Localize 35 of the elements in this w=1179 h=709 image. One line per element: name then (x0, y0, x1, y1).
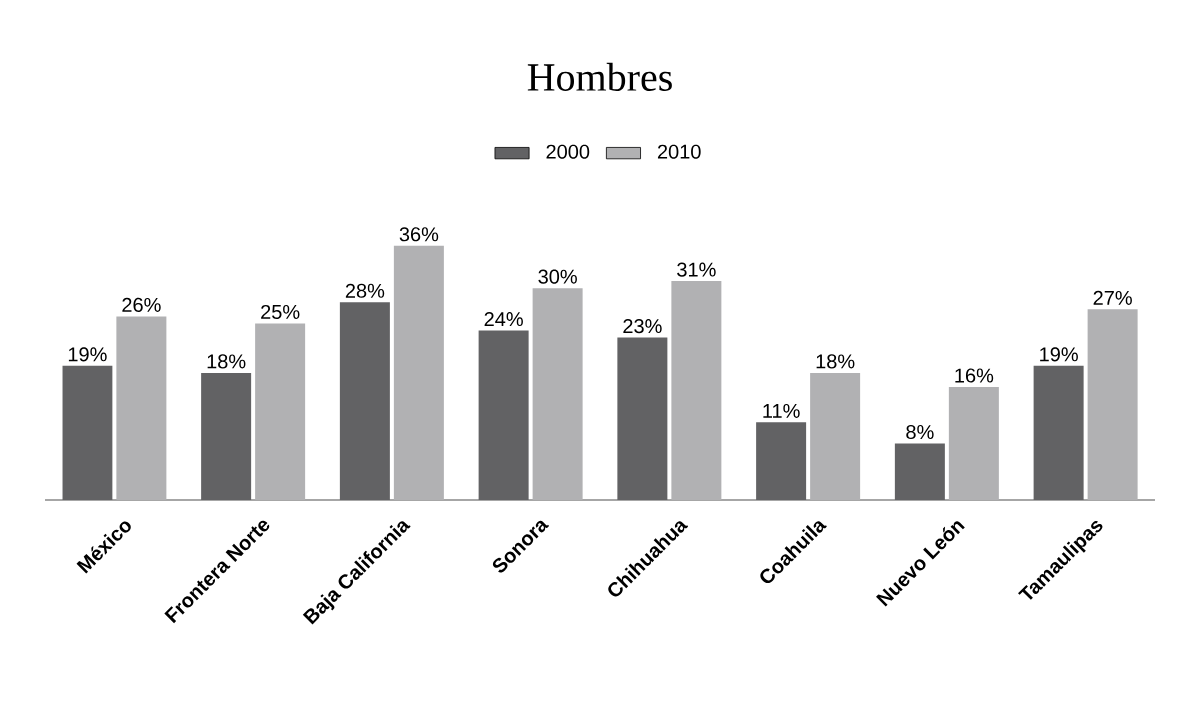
data-label: 16% (955, 368, 994, 383)
data-label: 28% (345, 283, 385, 298)
data-label: 36% (399, 227, 439, 242)
bar (948, 387, 999, 500)
data-label: 19% (68, 347, 107, 362)
data-label: 27% (1093, 290, 1132, 305)
bar (478, 330, 529, 500)
legend-label: 2000 (546, 144, 590, 159)
bar (810, 372, 861, 500)
bar (671, 281, 722, 500)
bar (894, 443, 945, 500)
chart-title: Hombres (527, 62, 672, 91)
bar (62, 365, 113, 500)
data-label: 8% (906, 424, 934, 440)
bar (393, 245, 444, 500)
data-label: 18% (816, 354, 855, 369)
bar (116, 316, 167, 500)
bar (756, 422, 807, 500)
bar (1087, 309, 1138, 500)
bar (255, 323, 306, 500)
bar (339, 302, 390, 500)
data-label: 11% (763, 403, 800, 418)
data-label: 19% (1040, 347, 1078, 362)
data-label: 30% (538, 269, 577, 284)
bar (532, 288, 583, 500)
bar (201, 372, 252, 500)
data-label: 25% (261, 304, 300, 320)
legend-label: 2010 (657, 144, 701, 159)
data-label: 23% (623, 319, 662, 334)
data-label: 18% (207, 354, 246, 369)
bar (617, 337, 668, 500)
data-label: 31% (677, 262, 716, 277)
bar (1033, 365, 1084, 500)
data-label: 26% (122, 297, 161, 312)
data-label: 24% (484, 312, 523, 327)
